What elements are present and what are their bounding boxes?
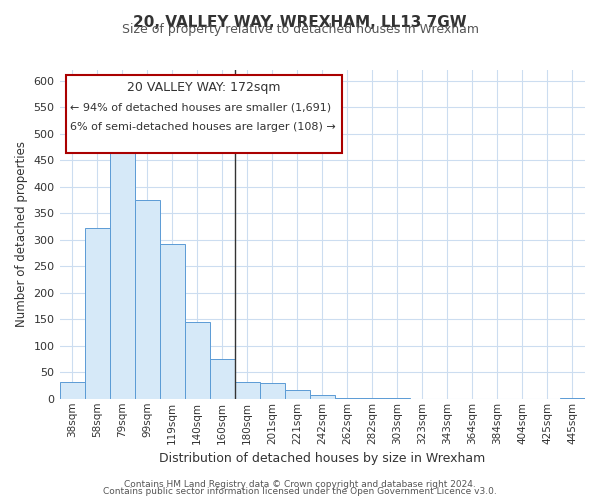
Text: ← 94% of detached houses are smaller (1,691): ← 94% of detached houses are smaller (1,…	[70, 102, 331, 113]
Bar	[285, 390, 310, 399]
Text: 20 VALLEY WAY: 172sqm: 20 VALLEY WAY: 172sqm	[127, 81, 280, 94]
Bar	[360, 398, 385, 399]
Bar	[310, 394, 335, 399]
Bar	[110, 144, 134, 399]
Bar	[385, 398, 410, 399]
Bar	[59, 382, 85, 399]
Text: 20, VALLEY WAY, WREXHAM, LL13 7GW: 20, VALLEY WAY, WREXHAM, LL13 7GW	[133, 15, 467, 30]
Bar	[185, 322, 209, 399]
Text: Size of property relative to detached houses in Wrexham: Size of property relative to detached ho…	[121, 22, 479, 36]
Bar	[209, 359, 235, 399]
Bar	[260, 384, 285, 399]
Bar	[134, 200, 160, 399]
Bar	[85, 228, 110, 399]
Bar	[235, 382, 260, 399]
Text: Contains HM Land Registry data © Crown copyright and database right 2024.: Contains HM Land Registry data © Crown c…	[124, 480, 476, 489]
Text: Contains public sector information licensed under the Open Government Licence v3: Contains public sector information licen…	[103, 487, 497, 496]
Bar	[160, 244, 185, 399]
Text: 6% of semi-detached houses are larger (108) →: 6% of semi-detached houses are larger (1…	[70, 122, 336, 132]
Bar	[335, 398, 360, 399]
Bar	[560, 398, 585, 399]
X-axis label: Distribution of detached houses by size in Wrexham: Distribution of detached houses by size …	[159, 452, 485, 465]
Y-axis label: Number of detached properties: Number of detached properties	[15, 142, 28, 328]
